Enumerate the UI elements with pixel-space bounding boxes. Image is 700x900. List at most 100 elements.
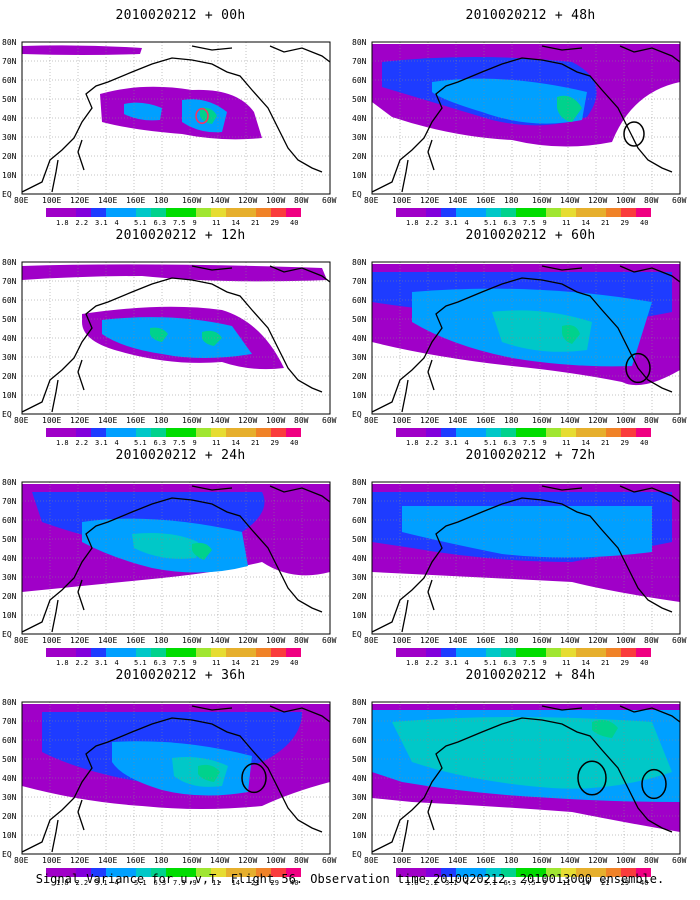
longitude-label: 60W (672, 636, 687, 645)
longitude-label: 80W (294, 856, 309, 865)
colorbar-label: 2.2 (75, 439, 89, 447)
longitude-label: 60W (322, 196, 337, 205)
colorbar-label: 9 (192, 879, 197, 887)
colorbar-label: 9 (192, 219, 197, 227)
latitude-label: EQ (2, 850, 12, 859)
flight-track-marker (625, 352, 651, 384)
colorbar-swatch (271, 648, 286, 657)
longitude-label: 120E (70, 196, 90, 205)
longitude-label: 140W (560, 416, 580, 425)
longitude-label: 80W (644, 636, 659, 645)
longitude-label: 100W (266, 416, 286, 425)
longitude-label: 120W (588, 196, 608, 205)
latitude-label: 20N (2, 592, 17, 601)
colorbar-swatch (211, 208, 226, 217)
longitude-label: 140E (448, 416, 468, 425)
colorbar-swatch (196, 868, 211, 877)
colorbar-swatch (121, 208, 136, 217)
colorbar-swatch (76, 648, 91, 657)
colorbar-label: 7.5 (173, 879, 186, 887)
variance-contour (150, 327, 168, 342)
longitude-label: 160E (126, 196, 146, 205)
colorbar-swatch (606, 208, 621, 217)
panel-title: 2010020212 + 36h (115, 668, 246, 683)
latitude-label: 70N (352, 57, 367, 66)
colorbar-label: 14 (231, 439, 240, 447)
latitude-label: 40N (2, 554, 17, 563)
colorbar-swatch (516, 208, 531, 217)
colorbar-swatch (441, 208, 456, 217)
latitude-label: 40N (352, 334, 367, 343)
colorbar-swatch (411, 868, 426, 877)
colorbar-swatch (531, 648, 546, 657)
longitude-label: 60W (322, 416, 337, 425)
colorbar-swatch (441, 648, 456, 657)
longitude-label: 180 (504, 856, 519, 865)
longitude-label: 160W (182, 416, 202, 425)
latitude-label: 10N (2, 171, 17, 180)
colorbar-label: 5.1 (134, 219, 147, 227)
colorbar-label: 14 (581, 219, 590, 227)
longitude-label: 60W (672, 196, 687, 205)
latitude-label: 10N (2, 831, 17, 840)
colorbar-label: 4 (464, 219, 469, 227)
latitude-label: 10N (352, 611, 367, 620)
colorbar-label: 14 (581, 879, 590, 887)
variance-map (21, 481, 331, 635)
colorbar-swatch (561, 868, 576, 877)
latitude-label: 60N (2, 736, 17, 745)
colorbar-label: 40 (640, 439, 649, 447)
panel-title: 2010020212 + 24h (115, 448, 246, 463)
latitude-label: 80N (352, 38, 367, 47)
colorbar-swatch (196, 648, 211, 657)
colorbar-label: 21 (251, 659, 260, 667)
longitude-label: 60W (322, 856, 337, 865)
colorbar-swatch (591, 648, 606, 657)
longitude-label: 140E (448, 856, 468, 865)
longitude-label: 80E (364, 636, 379, 645)
coastline (21, 45, 331, 193)
longitude-label: 120E (420, 196, 440, 205)
colorbar-swatch (516, 428, 531, 437)
latitude-label: 40N (352, 554, 367, 563)
longitude-label: 80E (14, 636, 29, 645)
longitude-label: 120W (238, 636, 258, 645)
map-panel: 2010020212 + 36h 80N 70N 60N 50N 40N 30N 20N 10N… (2, 668, 353, 888)
colorbar-swatch (531, 208, 546, 217)
colorbar-swatch (471, 208, 486, 217)
longitude-label: 120E (420, 416, 440, 425)
flight-track-marker (195, 108, 209, 124)
colorbar-swatch (226, 428, 241, 437)
longitude-label: 160W (182, 196, 202, 205)
colorbar-swatch (636, 648, 651, 657)
colorbar-label: 9 (192, 439, 197, 447)
latitude-label: 30N (352, 353, 367, 362)
colorbar-label: 29 (620, 219, 629, 227)
colorbar-swatch (241, 208, 256, 217)
colorbar (396, 208, 651, 217)
colorbar-label: 3.1 (445, 219, 458, 227)
colorbar-swatch (226, 868, 241, 877)
longitude-label: 140E (98, 856, 118, 865)
longitude-label: 140E (98, 636, 118, 645)
latitude-label: EQ (2, 630, 12, 639)
colorbar-swatch (211, 648, 226, 657)
longitude-label: 140W (210, 416, 230, 425)
colorbar-swatch (151, 208, 166, 217)
colorbar-label: 2.2 (75, 219, 89, 227)
colorbar-label: 6.3 (153, 659, 167, 667)
colorbar-label: 5.1 (484, 439, 497, 447)
longitude-label: 120W (238, 856, 258, 865)
colorbar-label: 4 (114, 659, 119, 667)
latitude-label: 60N (2, 516, 17, 525)
longitude-label: 140W (210, 196, 230, 205)
longitude-label: 100E (392, 856, 412, 865)
longitude-label: 100E (42, 416, 62, 425)
colorbar-swatch (136, 428, 151, 437)
colorbar-swatch (576, 648, 591, 657)
colorbar-swatch (226, 648, 241, 657)
latitude-label: 60N (352, 736, 367, 745)
colorbar-swatch (91, 428, 106, 437)
longitude-label: 100E (392, 416, 412, 425)
longitude-label: 80W (294, 196, 309, 205)
